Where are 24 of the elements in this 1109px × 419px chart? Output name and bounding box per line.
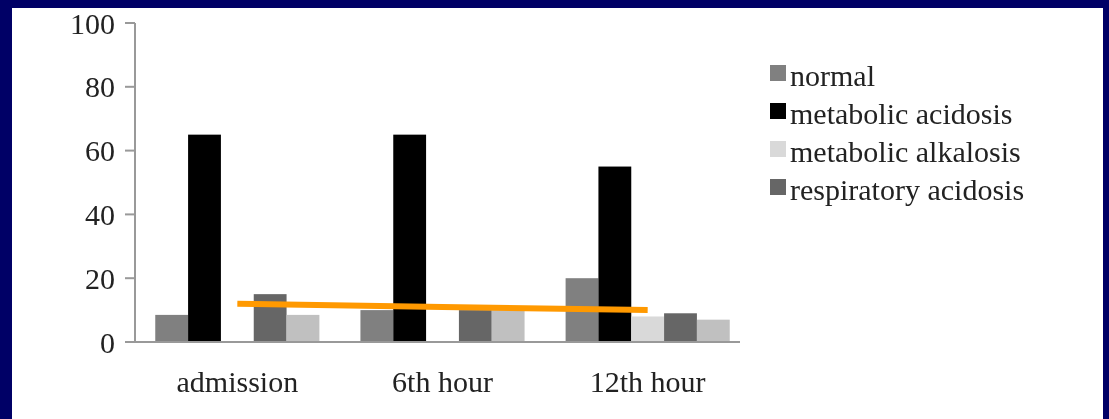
bar (286, 314, 320, 342)
y-tick-label: 80 (85, 70, 115, 104)
x-tick-label: 12th hour (589, 365, 706, 398)
legend-label: metabolic alkalosis (790, 134, 1021, 168)
bar (155, 314, 189, 342)
y-tick-label: 40 (85, 197, 115, 231)
legend-label: metabolic acidosis (790, 96, 1013, 130)
bar (360, 310, 394, 342)
legend-label: respiratory acidosis (790, 172, 1025, 206)
x-tick-label: admission (176, 365, 299, 398)
bar (188, 134, 221, 342)
y-tick-label: 0 (100, 325, 115, 359)
bar (458, 310, 492, 342)
y-tick-label: 60 (85, 134, 115, 168)
bar (696, 319, 730, 342)
legend-label: normal (790, 58, 875, 92)
bar (598, 166, 632, 342)
bar (631, 316, 665, 342)
y-tick-label: 20 (85, 261, 115, 295)
bar (664, 313, 697, 342)
x-tick-label: 6th hour (392, 365, 493, 398)
bar (393, 134, 427, 342)
y-tick-label: 100 (70, 6, 115, 40)
bar (491, 310, 525, 342)
